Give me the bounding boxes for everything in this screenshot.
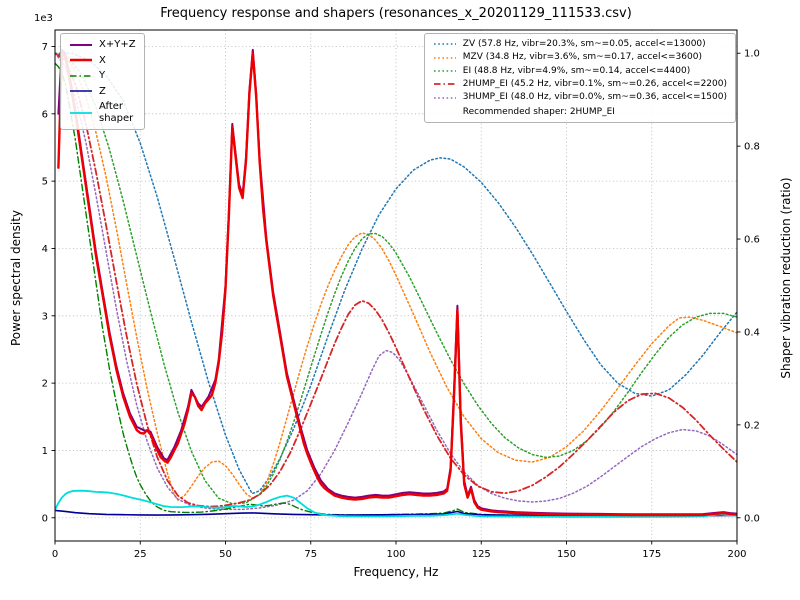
legend-item: X: [69, 55, 136, 67]
series-3HUMP_EI: [55, 52, 737, 511]
y-right-tick-label: 0.4: [744, 327, 760, 338]
y-axis-offset-text: 1e3: [34, 13, 53, 24]
y-right-tick-label: 0.6: [744, 235, 760, 246]
series-Y: [55, 62, 737, 517]
y-left-tick-label: 1: [42, 446, 48, 457]
legend-item: ZV (57.8 Hz, vibr=20.3%, sm~=0.05, accel…: [433, 39, 727, 49]
legend-label: Z: [99, 85, 106, 97]
y-right-tick-label: 0.2: [744, 420, 760, 431]
legend-item: Y: [69, 70, 136, 82]
legend-line-sample: [70, 43, 92, 46]
y-left-tick-label: 5: [42, 177, 48, 188]
legend-line-sample: [433, 83, 456, 86]
series-ZV: [55, 52, 737, 495]
y-left-tick-label: 6: [42, 109, 48, 120]
x-tick-label: 75: [304, 549, 317, 560]
y-right-tick-label: 0.8: [744, 142, 760, 153]
y-left-tick-label: 4: [42, 244, 48, 255]
y-left-tick-label: 7: [42, 42, 48, 53]
legend-label: X: [99, 54, 106, 66]
legend-label: 3HUMP_EI (48.0 Hz, vibr=0.0%, sm~=0.36, …: [462, 92, 727, 103]
legend-line-sample: [433, 96, 456, 99]
legend-shapers-items: ZV (57.8 Hz, vibr=20.3%, sm~=0.05, accel…: [433, 39, 727, 103]
legend-line-sample: [70, 59, 92, 62]
x-tick-label: 200: [727, 549, 746, 560]
legend-line-sample: [70, 75, 92, 77]
legend-line-sample: [433, 70, 456, 72]
legend-line-sample: [70, 90, 92, 93]
y-left-tick-label: 2: [42, 379, 48, 390]
series-2HUMP_EI: [55, 52, 737, 508]
legend-label: MZV (34.8 Hz, vibr=3.6%, sm~=0.17, accel…: [462, 52, 702, 63]
series-X: [57, 52, 737, 517]
legend-item: EI (48.8 Hz, vibr=4.9%, sm~=0.14, accel<…: [433, 66, 727, 76]
series-After shaper: [55, 489, 737, 518]
recommended-shaper-text: Recommended shaper: 2HUMP_EI: [462, 106, 615, 117]
chart-title: Frequency response and shapers (resonanc…: [160, 6, 632, 21]
x-tick-label: 100: [386, 549, 405, 560]
series-MZV: [55, 52, 737, 501]
y-left-tick-label: 3: [42, 311, 48, 322]
legend-label: After shaper: [99, 101, 134, 124]
legend-line-sample: [433, 43, 456, 45]
legend-item: MZV (34.8 Hz, vibr=3.6%, sm~=0.17, accel…: [433, 52, 727, 62]
legend-item: Z: [69, 86, 136, 98]
legend-item: 3HUMP_EI (48.0 Hz, vibr=0.0%, sm~=0.36, …: [433, 92, 727, 102]
legend-label: Y: [99, 70, 106, 81]
legend-label: EI (48.8 Hz, vibr=4.9%, sm~=0.14, accel<…: [462, 65, 691, 76]
x-tick-label: 125: [472, 549, 491, 560]
legend-label: X+Y+Z: [99, 39, 136, 50]
legend-shapers: ZV (57.8 Hz, vibr=20.3%, sm~=0.05, accel…: [423, 33, 736, 123]
x-tick-label: 25: [134, 549, 147, 560]
y-right-tick-label: 1.0: [744, 49, 760, 60]
x-tick-label: 50: [219, 549, 232, 560]
legend-label: 2HUMP_EI (45.2 Hz, vibr=0.1%, sm~=0.26, …: [462, 79, 727, 90]
x-tick-label: 0: [52, 549, 58, 560]
x-tick-label: 150: [557, 549, 576, 560]
y-right-tick-label: 0.0: [744, 513, 760, 524]
y-axis-label-left: Power spectral density: [9, 209, 23, 347]
legend-item: 2HUMP_EI (45.2 Hz, vibr=0.1%, sm~=0.26, …: [433, 79, 727, 89]
legend-item: X+Y+Z: [69, 39, 136, 51]
legend-item: After shaper: [69, 101, 136, 124]
legend-line-sample: [433, 56, 456, 59]
y-left-tick-label: 0: [42, 513, 48, 524]
y-axis-label-right: Shaper vibration reduction (ratio): [779, 177, 793, 379]
legend-label: ZV (57.8 Hz, vibr=20.3%, sm~=0.05, accel…: [462, 39, 706, 49]
legend-line-sample: [70, 111, 92, 114]
x-axis-label: Frequency, Hz: [353, 565, 439, 579]
legend-psd: X+Y+Z X Y Z After shaper: [60, 33, 145, 130]
x-tick-label: 175: [642, 549, 661, 560]
